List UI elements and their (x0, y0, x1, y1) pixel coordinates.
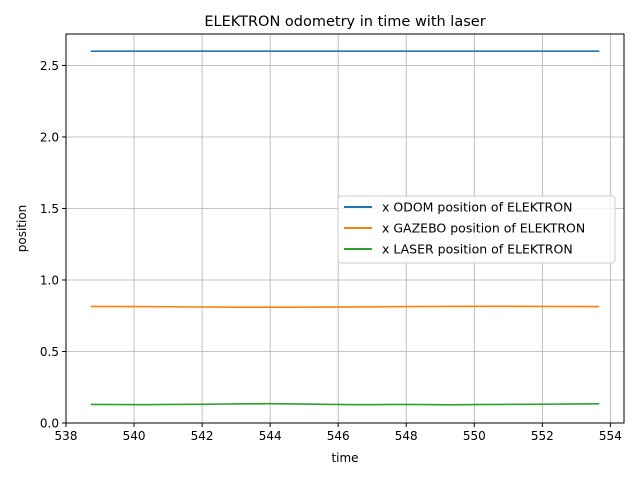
x-tick-label: 554 (599, 429, 622, 443)
plot-frame (65, 33, 625, 424)
x-tick-label: 546 (327, 429, 350, 443)
y-tick-label: 2.0 (40, 130, 59, 144)
legend-label: x LASER position of ELEKTRON (382, 242, 573, 257)
legend: x ODOM position of ELEKTRON x GAZEBO posi… (337, 195, 616, 264)
x-tick-label: 552 (531, 429, 554, 443)
series-line-2 (90, 305, 600, 308)
chart-title: ELEKTRON odometry in time with laser (204, 14, 485, 30)
x-tick-label: 542 (191, 429, 214, 443)
y-axis-label: position (15, 205, 29, 253)
series-line-3 (90, 402, 600, 406)
x-tick-label: 544 (259, 429, 282, 443)
x-axis-label: time (331, 451, 358, 465)
y-axis-ticks: 0.0 0.5 1.0 1.5 2.0 2.5 (40, 59, 66, 431)
legend-label: x ODOM position of ELEKTRON (382, 200, 572, 215)
x-tick-label: 548 (395, 429, 418, 443)
y-tick-label: 0.5 (40, 345, 59, 359)
x-tick-label: 550 (463, 429, 486, 443)
y-tick-label: 2.5 (40, 59, 59, 73)
y-tick-label: 0.0 (40, 417, 59, 431)
y-tick-label: 1.0 (40, 273, 59, 287)
x-tick-label: 538 (55, 429, 78, 443)
x-axis-ticks: 538 540 542 544 546 548 550 552 554 (55, 423, 622, 443)
plot-series (90, 50, 600, 406)
legend-label: x GAZEBO position of ELEKTRON (382, 221, 585, 236)
legend-box (337, 195, 616, 264)
x-tick-label: 540 (123, 429, 146, 443)
y-tick-label: 1.5 (40, 202, 59, 216)
legend-items: x ODOM position of ELEKTRON x GAZEBO posi… (344, 200, 585, 257)
